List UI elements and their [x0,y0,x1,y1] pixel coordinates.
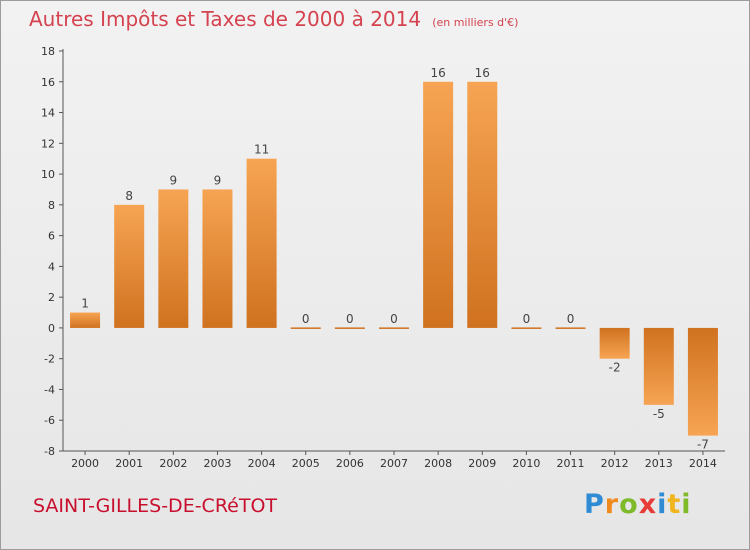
x-tick-label: 2014 [689,457,717,470]
value-label: 9 [214,173,222,187]
value-labels: 1 8 9 9 11 0 0 0 16 16 0 0 -2 -5 -7 [81,66,709,452]
y-tick-label: 18 [41,45,55,58]
value-label: 1 [81,297,89,311]
y-tick-label: 8 [48,199,55,212]
logo-letter: i [657,489,668,520]
x-tick-label: 2010 [512,457,540,470]
y-tick-label: 0 [48,322,55,335]
commune-name: SAINT-GILLES-DE-CRéTOT [33,495,278,517]
bar-2007 [379,327,409,329]
x-tick-label: 2003 [203,457,231,470]
x-tick-label: 2005 [292,457,320,470]
x-tick-label: 2007 [380,457,408,470]
bar-2004 [246,158,277,328]
bar-2001 [114,204,145,328]
y-tick-label: -6 [44,414,55,427]
logo-letter: t [667,489,682,520]
y-tick-label: 6 [48,230,55,243]
x-tick-label: 2004 [248,457,276,470]
value-label: 8 [125,189,133,203]
value-label: 16 [475,66,490,80]
y-tick-label: -8 [44,445,55,458]
bar-2003 [202,189,233,328]
logo-letter: i [681,489,692,520]
proxiti-logo[interactable]: Proxiti [584,489,692,520]
x-tick-label: 2008 [424,457,452,470]
value-label: 0 [390,312,398,326]
y-tick-label: 12 [41,137,55,150]
y-tick-label: 2 [48,291,55,304]
value-label: 11 [254,143,269,157]
chart-title: Autres Impôts et Taxes de 2000 à 2014 (e… [29,7,518,31]
value-label: 9 [170,173,178,187]
x-tick-label: 2002 [159,457,187,470]
y-tick-label: -4 [44,383,55,396]
value-label: 16 [430,66,445,80]
y-tick-label: -2 [44,353,55,366]
bars [70,81,718,436]
bar-2005 [290,327,321,329]
value-label: 0 [567,312,575,326]
x-tick-label: 2009 [468,457,496,470]
y-tick-label: 16 [41,76,55,89]
bar-2014 [687,327,718,436]
bar-2006 [334,327,365,329]
value-label: 0 [302,312,310,326]
value-label: -5 [653,407,665,421]
x-tick-label: 2012 [601,457,629,470]
x-tick-label: 2011 [557,457,585,470]
logo-letter: P [584,489,605,520]
bar-2011 [555,327,586,329]
bar-2008 [423,81,454,328]
y-tick-label: 10 [41,168,55,181]
y-tick-label: 14 [41,107,55,120]
value-label: 0 [346,312,354,326]
bar-2013 [643,327,674,405]
x-tick-label: 2001 [115,457,143,470]
chart-title-text: Autres Impôts et Taxes de 2000 à 2014 [29,7,422,31]
value-label: 0 [523,312,531,326]
logo-letter: r [604,489,620,520]
y-tick-label: 4 [48,260,55,273]
logo-letter: o [619,489,639,520]
value-label: -7 [697,438,709,452]
logo-letter: x [638,489,658,520]
x-tick-label: 2006 [336,457,364,470]
x-tick-label: 2013 [645,457,673,470]
bar-2002 [158,189,189,328]
x-tick-label: 2000 [71,457,99,470]
bar-2010 [511,327,542,329]
chart-unit-note: (en milliers d'€) [432,16,519,29]
value-label: -2 [609,361,621,375]
bar-2009 [467,81,498,328]
bar-2000 [70,312,101,328]
bar-2012 [599,327,630,359]
